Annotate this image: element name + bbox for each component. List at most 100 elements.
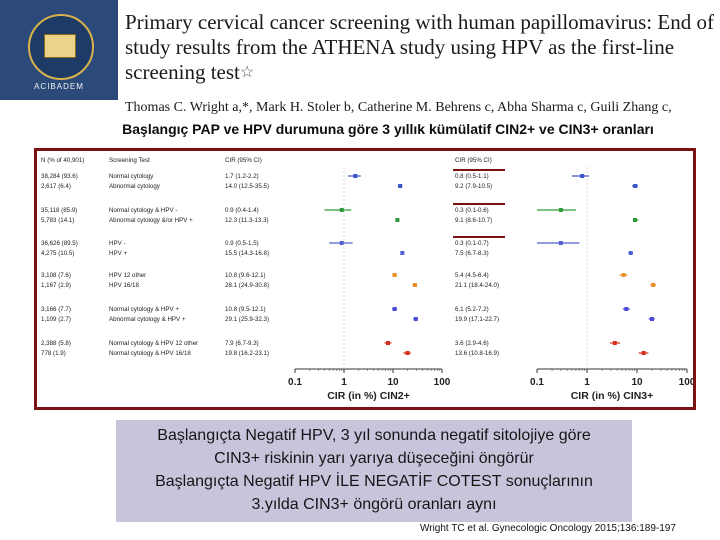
cin3-point xyxy=(558,208,563,212)
cin3-point xyxy=(633,184,638,188)
row-cin2-cir: 29.1 (25.9-32.3) xyxy=(225,316,269,323)
row-cin3-cir: 6.1 (5.2-7.2) xyxy=(455,306,489,313)
row-cin2-cir: 12.3 (11.3-13.3) xyxy=(225,217,269,224)
row-cin2-cir: 1.7 (1.2-2.2) xyxy=(225,173,259,180)
cin3-point xyxy=(621,273,626,277)
header-cir-cin3: CIR (95% CI) xyxy=(455,157,492,164)
row-cin3-cir: 0.3 (0.1-0.7) xyxy=(455,240,489,247)
x-tick-label: 100 xyxy=(679,377,693,388)
conclusion-line-1: Başlangıçta Negatif HPV, 3 yıl sonunda n… xyxy=(157,427,591,444)
logo-book-icon xyxy=(44,34,76,58)
row-cin2-cir: 10.8 (9.6-12.1) xyxy=(225,272,266,279)
cin2-point xyxy=(413,317,418,321)
conclusion-line-2: CIN3+ riskinin yarı yarıya düşeceğini ön… xyxy=(214,450,534,467)
row-cin3-cir: 21.1 (18.4-24.0) xyxy=(455,282,499,289)
row-cin3-cir: 9.2 (7.9-10.5) xyxy=(455,183,492,190)
row-n: 3,166 (7.7) xyxy=(41,306,71,313)
row-cin3-cir: 7.5 (6.7-8.3) xyxy=(455,250,489,257)
cin3-point xyxy=(628,251,633,255)
row-screening-test: HPV + xyxy=(109,250,127,257)
cin2-point xyxy=(353,174,358,178)
x-tick-label: 1 xyxy=(341,377,347,388)
row-screening-test: Normal cytology & HPV - xyxy=(109,207,177,214)
row-n: 36,626 (89.5) xyxy=(41,240,78,247)
x-tick-label: 10 xyxy=(631,377,643,388)
row-screening-test: Abnormal cytology &/or HPV + xyxy=(109,217,193,224)
row-n: 4,275 (10.5) xyxy=(41,250,74,257)
conclusion-line-4: 3.yılda CIN3+ öngörü oranları aynı xyxy=(251,496,497,513)
row-screening-test: Normal cytology xyxy=(109,173,154,180)
row-screening-test: HPV - xyxy=(109,240,126,247)
cin3-point xyxy=(558,241,563,245)
acibadem-logo: ACIBADEM xyxy=(0,0,118,100)
x-tick-label: 100 xyxy=(434,377,451,388)
cin3-point xyxy=(649,317,654,321)
title-line-3: screening test☆ xyxy=(125,60,255,84)
row-screening-test: HPV 16/18 xyxy=(109,282,139,289)
paper-title: Primary cervical cancer screening with h… xyxy=(125,10,715,85)
row-cin2-cir: 0.9 (0.4-1.4) xyxy=(225,207,259,214)
forest-plot-figure: N (% of 40,901) Screening Test CIR (95% CI… xyxy=(34,148,696,410)
cin2-point xyxy=(392,307,397,311)
row-cin3-cir: 13.6 (10.8-16.9) xyxy=(455,350,499,357)
cin3-point xyxy=(624,307,629,311)
title-line-2: study results from the ATHENA study usin… xyxy=(125,35,675,59)
row-n: 38,284 (93.6) xyxy=(41,173,78,180)
cin3-point xyxy=(580,174,585,178)
title-line-1: Primary cervical cancer screening with h… xyxy=(125,10,714,34)
row-cin3-cir: 3.6 (2.9-4.6) xyxy=(455,340,489,347)
row-n: 1,109 (2.7) xyxy=(41,316,71,323)
x-tick-label: 10 xyxy=(387,377,399,388)
row-screening-test: Normal cytology & HPV + xyxy=(109,306,179,313)
cin3-point xyxy=(632,218,637,222)
cin2-point xyxy=(398,184,403,188)
forest-plot-svg: N (% of 40,901) Screening Test CIR (95% CI… xyxy=(41,157,693,402)
conclusion-line-3: Başlangıçta Negatif HPV İLE NEGATİF COTE… xyxy=(155,473,593,490)
cin2-point xyxy=(339,241,344,245)
x-tick-label: 1 xyxy=(584,377,590,388)
cin2-point xyxy=(392,273,397,277)
cin3-point xyxy=(641,351,646,355)
row-cin2-cir: 10.8 (9.5-12.1) xyxy=(225,306,266,313)
row-screening-test: HPV 12 other xyxy=(109,272,146,279)
row-cin3-cir: 19.9 (17.1-22.7) xyxy=(455,316,499,323)
row-n: 5,783 (14.1) xyxy=(41,217,74,224)
row-cin2-cir: 0.9 (0.5-1.5) xyxy=(225,240,259,247)
logo-text: ACIBADEM xyxy=(34,82,84,91)
row-screening-test: Abnormal cytology xyxy=(109,183,161,190)
row-n: 35,118 (85.9) xyxy=(41,207,77,214)
cin3-point xyxy=(612,341,617,345)
x-axis-label-cin3: CIR (in %) CIN3+ xyxy=(571,390,654,402)
cin2-point xyxy=(339,208,344,212)
header-screening-test: Screening Test xyxy=(109,157,150,164)
row-screening-test: Normal cytology & HPV 12 other xyxy=(109,340,198,347)
row-cin2-cir: 14.0 (12.5-35.5) xyxy=(225,183,269,190)
cin3-point xyxy=(651,283,656,287)
row-cin2-cir: 28.1 (24.9-30.8) xyxy=(225,282,269,289)
cin2-point xyxy=(405,351,410,355)
row-screening-test: Normal cytology & HPV 16/18 xyxy=(109,350,191,357)
citation: Wright TC et al. Gynecologic Oncology 20… xyxy=(420,523,676,534)
row-n: 778 (1.9) xyxy=(41,350,66,357)
cin2-point xyxy=(412,283,417,287)
star-icon: ☆ xyxy=(239,64,255,81)
row-n: 2,388 (5.8) xyxy=(41,340,71,347)
row-cin3-cir: 9.1 (8.6-10.7) xyxy=(455,217,492,224)
row-cin2-cir: 7.9 (6.7-9.3) xyxy=(225,340,259,347)
x-tick-label: 0.1 xyxy=(530,377,544,388)
cin2-point xyxy=(395,218,400,222)
cin2-point xyxy=(400,251,405,255)
x-axis-label-cin2: CIR (in %) CIN2+ xyxy=(327,390,410,402)
row-cin3-cir: 0.8 (0.5-1.1) xyxy=(455,173,489,180)
paper-authors: Thomas C. Wright a,*, Mark H. Stoler b, … xyxy=(125,100,672,115)
row-n: 3,108 (7.6) xyxy=(41,272,71,279)
header-n: N (% of 40,901) xyxy=(41,157,84,164)
row-cin3-cir: 5.4 (4.5-6.4) xyxy=(455,272,489,279)
row-cin3-cir: 0.3 (0.1-0.6) xyxy=(455,207,489,214)
row-n: 2,617 (6.4) xyxy=(41,183,71,190)
row-screening-test: Abnormal cytology & HPV + xyxy=(109,316,186,323)
row-cin2-cir: 15.5 (14.3-16.8) xyxy=(225,250,269,257)
x-tick-label: 0.1 xyxy=(288,377,302,388)
cin2-point xyxy=(385,341,390,345)
logo-emblem xyxy=(28,14,94,80)
